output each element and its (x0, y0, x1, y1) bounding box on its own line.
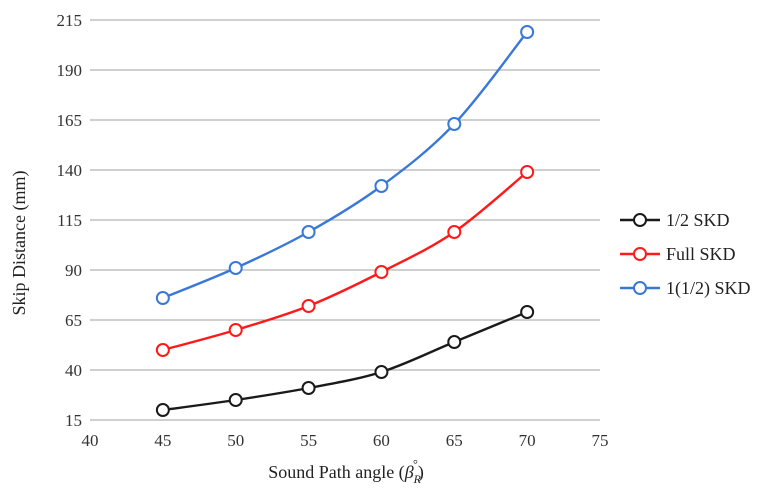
legend: 1/2 SKD Full SKD 1(1/2) SKD (620, 210, 751, 299)
x-axis-title-text: Sound Path angle ( (268, 462, 405, 483)
legend-marker (633, 213, 647, 227)
series-line (162, 310, 528, 412)
series-lines (155, 25, 535, 417)
y-tick-label: 190 (57, 61, 83, 80)
legend-marker (633, 281, 647, 295)
data-point (155, 291, 170, 305)
x-axis-superscript: ° (413, 457, 418, 471)
data-point (520, 305, 535, 319)
y-tick-label: 90 (65, 261, 82, 280)
y-tick-label: 215 (57, 11, 83, 30)
y-tick-label: 65 (65, 311, 82, 330)
legend-label: 1/2 SKD (666, 210, 730, 230)
legend-item-2: Full SKD (620, 244, 736, 264)
data-point (374, 365, 389, 379)
series-1 (155, 305, 535, 417)
legend-label: Full SKD (666, 244, 736, 264)
x-tick-label: 70 (519, 431, 536, 450)
legend-marker (633, 247, 647, 261)
legend-item-3: 1(1/2) SKD (620, 278, 751, 299)
x-tick-label: 55 (300, 431, 317, 450)
x-tick-labels: 40 45 50 55 60 65 70 75 (82, 431, 609, 450)
y-tick-label: 140 (57, 161, 83, 180)
data-point (520, 25, 535, 39)
data-point (374, 179, 389, 193)
data-point (155, 403, 170, 417)
x-axis-title: Sound Path angle (βR°) (268, 457, 424, 486)
series-line (162, 31, 529, 300)
data-point (520, 165, 535, 179)
data-point (374, 265, 389, 279)
data-point (447, 117, 462, 131)
data-point (301, 225, 316, 239)
legend-label: 1(1/2) SKD (666, 278, 751, 299)
y-tick-label: 15 (65, 411, 82, 430)
x-tick-label: 50 (227, 431, 244, 450)
series-3 (155, 25, 535, 305)
data-point (228, 393, 243, 407)
x-axis-subscript: R (413, 472, 422, 486)
x-axis-close-paren: ) (418, 462, 424, 483)
y-tick-label: 115 (57, 211, 82, 230)
y-tick-labels: 15 40 65 90 115 140 165 190 215 (57, 11, 83, 430)
data-point (301, 381, 316, 395)
data-point (228, 261, 243, 275)
series-2 (155, 165, 535, 357)
x-tick-label: 45 (154, 431, 171, 450)
x-axis-beta-symbol: β (404, 462, 414, 482)
gridlines (90, 19, 600, 421)
series-line (162, 171, 528, 352)
data-point (447, 335, 462, 349)
x-tick-label: 60 (373, 431, 390, 450)
y-tick-label: 165 (57, 111, 83, 130)
x-tick-label: 75 (592, 431, 609, 450)
data-point (155, 343, 170, 357)
y-tick-label: 40 (65, 361, 82, 380)
data-point (447, 225, 462, 239)
y-axis-title: Skip Distance (mm) (9, 171, 30, 316)
legend-item-1: 1/2 SKD (620, 210, 730, 230)
data-point (301, 299, 316, 313)
data-point (228, 323, 243, 337)
x-tick-label: 40 (82, 431, 99, 450)
x-tick-label: 65 (446, 431, 463, 450)
